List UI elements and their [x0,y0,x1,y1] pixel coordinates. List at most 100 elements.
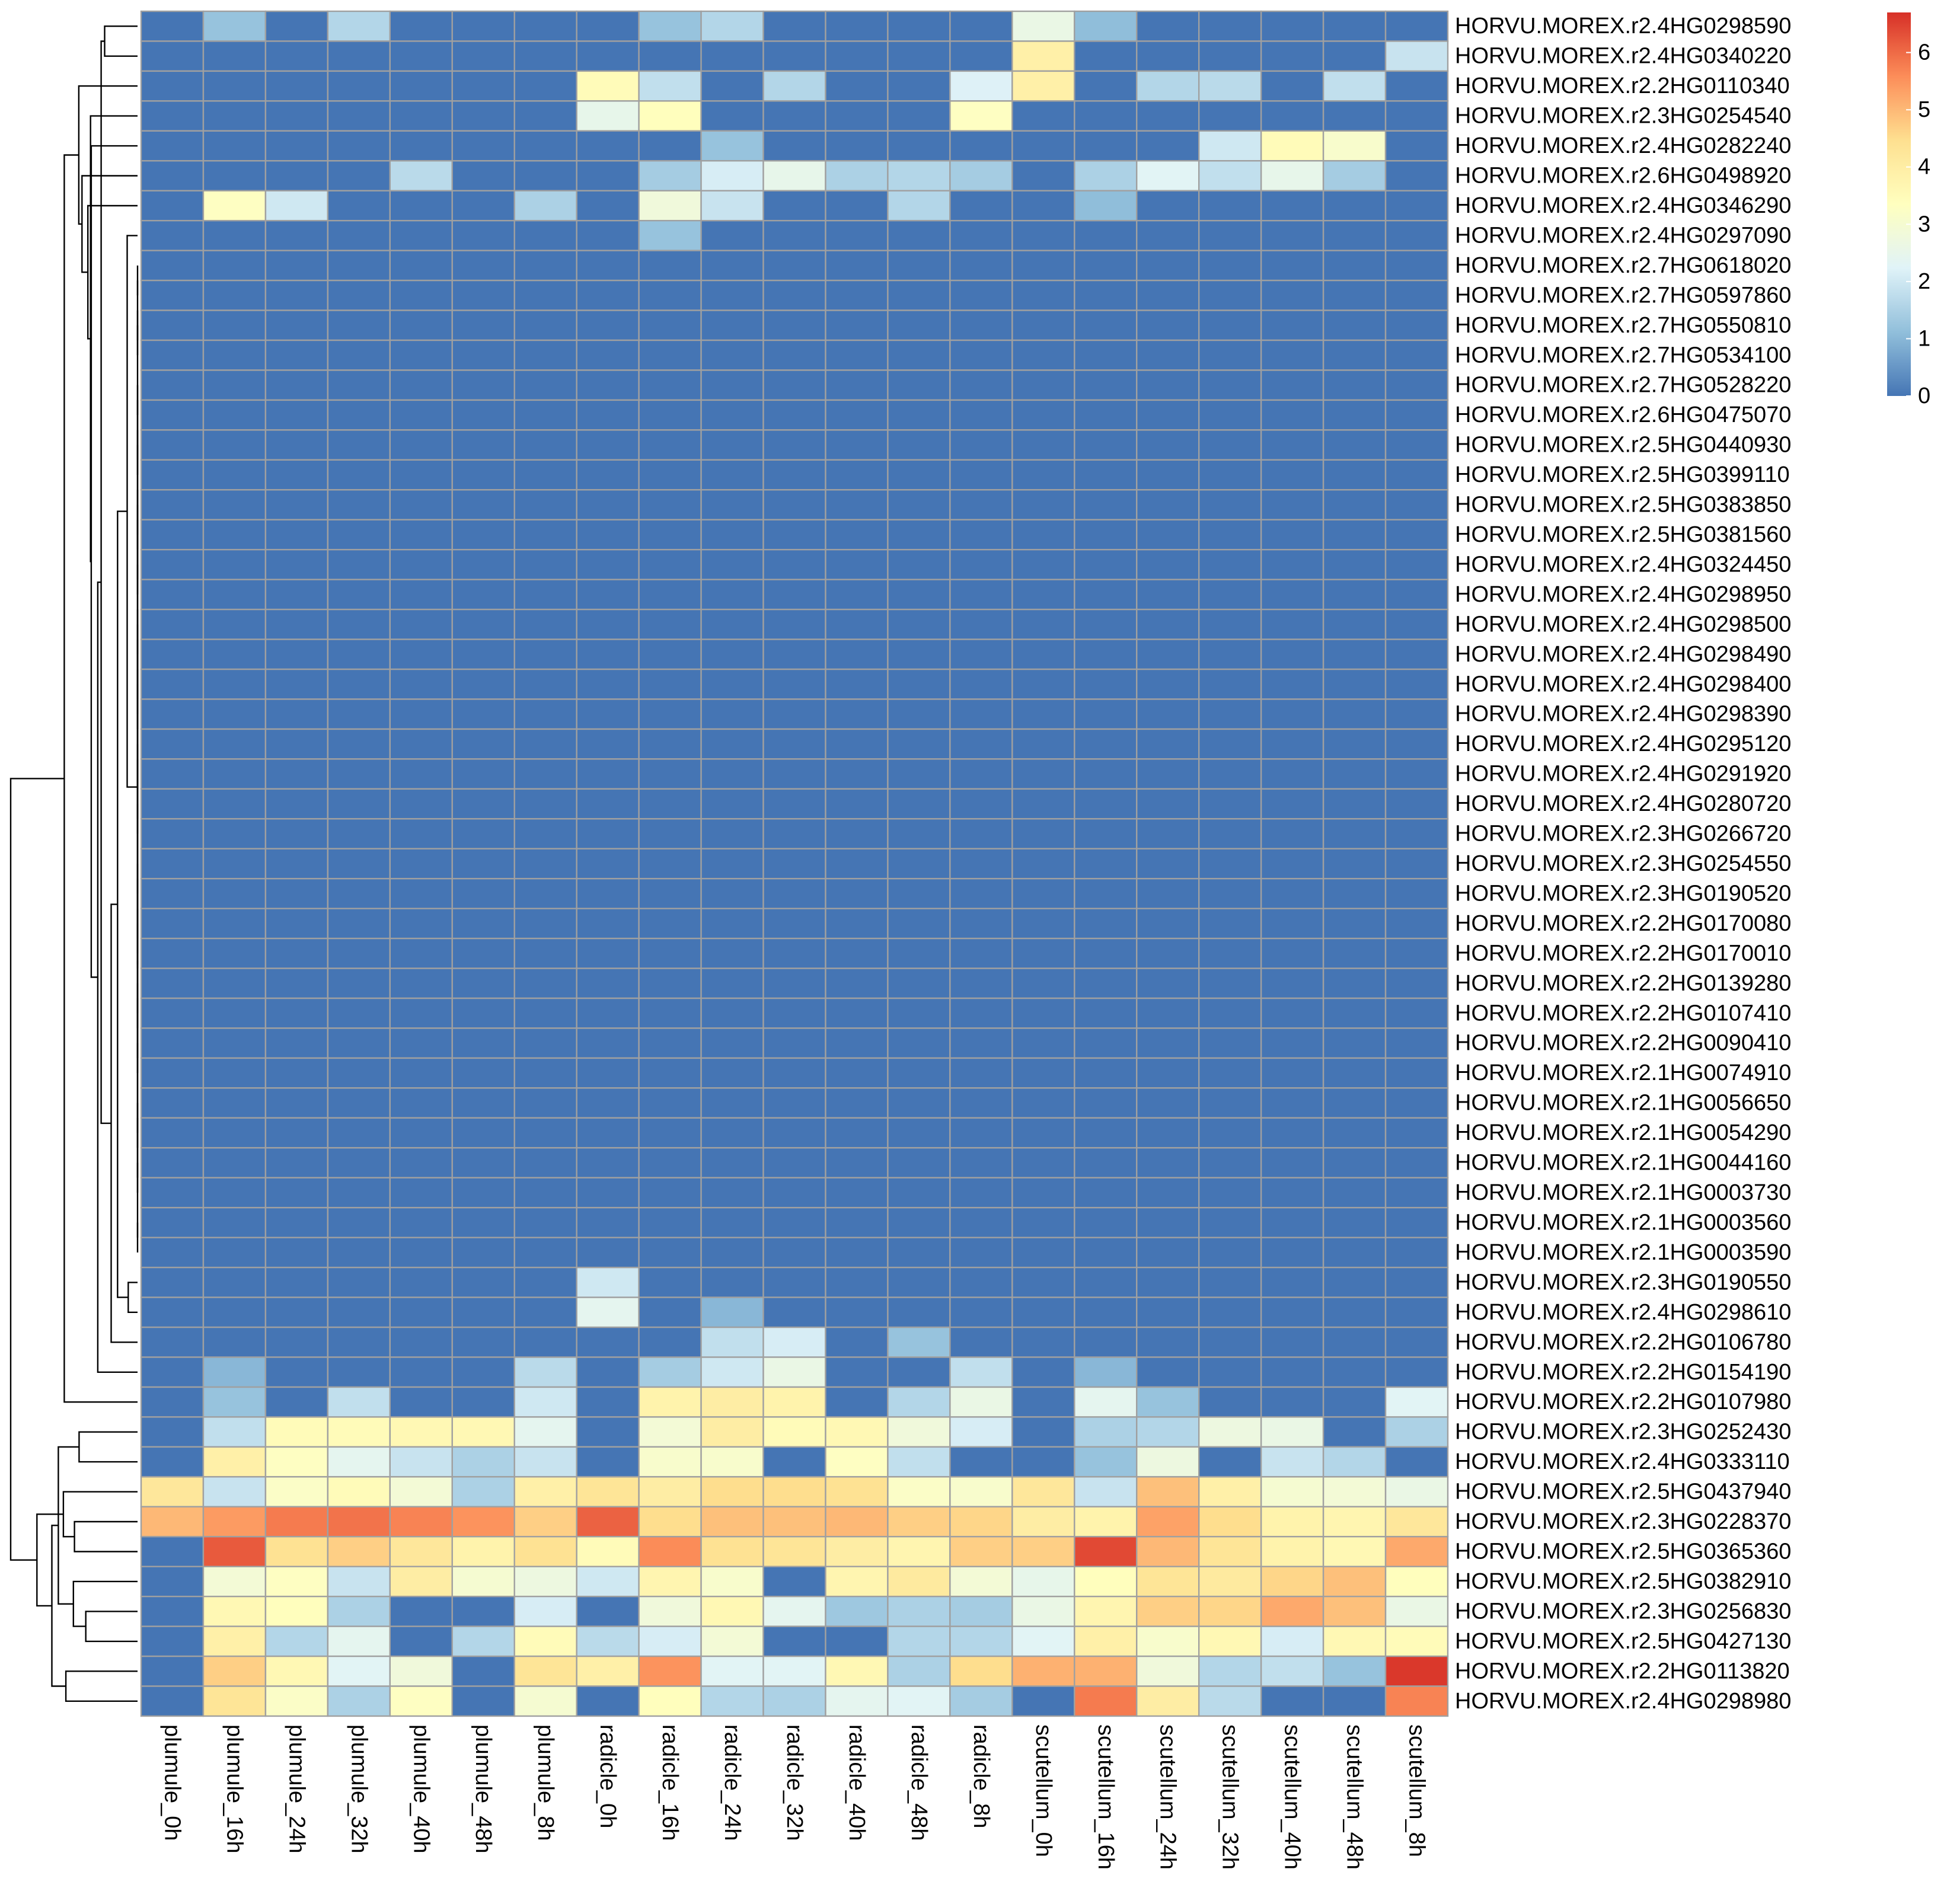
heatmap-cell-horvu-morex-r2-4hg0280720-radicle-16h [638,788,702,820]
heatmap-cell-horvu-morex-r2-4hg0280720-plumule-0h [140,788,205,820]
heatmap-cell-horvu-morex-r2-4hg0333110-scutellum-24h [1136,1446,1200,1478]
heatmap-cell-horvu-morex-r2-1hg0074910-radicle-16h [638,1057,702,1089]
legend-tick-label-4: 4 [1918,155,1930,180]
heatmap-cell-horvu-morex-r2-2hg0139280-plumule-24h [264,967,329,999]
heatmap-cell-horvu-morex-r2-5hg0381560-scutellum-8h [1384,519,1449,551]
heatmap-cell-horvu-morex-r2-2hg0170010-scutellum-0h [1011,937,1075,969]
heatmap-cell-horvu-morex-r2-5hg0382910-radicle-32h [762,1566,826,1598]
heatmap-cell-horvu-morex-r2-4hg0340220-plumule-24h [264,40,329,72]
heatmap-cell-horvu-morex-r2-2hg0113820-radicle-32h [762,1655,826,1687]
heatmap-cell-horvu-morex-r2-4hg0298500-plumule-40h [389,608,453,640]
heatmap-cell-horvu-morex-r2-7hg0618020-scutellum-8h [1384,250,1449,282]
heatmap-cell-horvu-morex-r2-4hg0298400-radicle-24h [700,668,764,700]
heatmap-cell-horvu-morex-r2-2hg0139280-plumule-48h [451,967,515,999]
heatmap-cell-horvu-morex-r2-4hg0298400-radicle-8h [949,668,1013,700]
heatmap-cell-horvu-morex-r2-4hg0298610-plumule-32h [327,1296,391,1328]
row-label-horvu-morex-r2-4hg0333110: HORVU.MOREX.r2.4HG0333110 [1455,1449,1790,1474]
heatmap-cell-horvu-morex-r2-3hg0266720-plumule-48h [451,818,515,849]
heatmap-cell-horvu-morex-r2-4hg0291920-scutellum-8h [1384,758,1449,790]
heatmap-cell-horvu-morex-r2-2hg0107980-radicle-16h [638,1386,702,1418]
heatmap-cell-horvu-morex-r2-1hg0074910-plumule-8h [513,1057,577,1089]
heatmap-cell-horvu-morex-r2-7hg0550810-plumule-40h [389,309,453,341]
row-label-horvu-morex-r2-7hg0528220: HORVU.MOREX.r2.7HG0528220 [1455,373,1791,398]
heatmap-cell-horvu-morex-r2-2hg0113820-scutellum-0h [1011,1655,1075,1687]
column-label-scutellum-0h: scutellum_0h [1031,1724,1056,1857]
heatmap-cell-horvu-morex-r2-3hg0190550-plumule-24h [264,1266,329,1298]
heatmap-cell-horvu-morex-r2-4hg0291920-scutellum-32h [1198,758,1262,790]
heatmap-cell-horvu-morex-r2-5hg0382910-scutellum-32h [1198,1566,1262,1598]
heatmap-cell-horvu-morex-r2-7hg0528220-scutellum-48h [1322,369,1387,401]
heatmap-cell-horvu-morex-r2-1hg0044160-scutellum-8h [1384,1147,1449,1178]
heatmap-cell-horvu-morex-r2-5hg0399110-plumule-32h [327,459,391,491]
heatmap-cell-horvu-morex-r2-2hg0110340-scutellum-48h [1322,70,1387,102]
heatmap-cell-horvu-morex-r2-3hg0256830-scutellum-24h [1136,1595,1200,1627]
heatmap-cell-horvu-morex-r2-5hg0399110-scutellum-24h [1136,459,1200,491]
column-label-radicle-32h: radicle_32h [782,1724,807,1841]
row-label-horvu-morex-r2-4hg0298500: HORVU.MOREX.r2.4HG0298500 [1455,612,1791,637]
heatmap-cell-horvu-morex-r2-3hg0190520-radicle-24h [700,878,764,909]
heatmap-cell-horvu-morex-r2-4hg0346290-plumule-16h [202,190,267,222]
heatmap-cell-horvu-morex-r2-4hg0340220-radicle-16h [638,40,702,72]
heatmap-cell-horvu-morex-r2-2hg0170010-scutellum-40h [1260,937,1324,969]
heatmap-cell-horvu-morex-r2-4hg0324450-scutellum-16h [1074,549,1138,580]
heatmap-cells [140,10,1449,1717]
row-label-horvu-morex-r2-3hg0190520: HORVU.MOREX.r2.3HG0190520 [1455,881,1791,906]
heatmap-cell-horvu-morex-r2-5hg0381560-radicle-8h [949,519,1013,551]
heatmap-cell-horvu-morex-r2-6hg0475070-scutellum-32h [1198,399,1262,431]
heatmap-cell-horvu-morex-r2-1hg0044160-plumule-48h [451,1147,515,1178]
heatmap-cell-horvu-morex-r2-3hg0266720-radicle-8h [949,818,1013,849]
heatmap-cell-horvu-morex-r2-5hg0440930-scutellum-24h [1136,429,1200,461]
heatmap-cell-horvu-morex-r2-2hg0107410-plumule-24h [264,997,329,1029]
heatmap-cell-horvu-morex-r2-5hg0381560-plumule-8h [513,519,577,551]
column-label-radicle-16h: radicle_16h [657,1724,682,1841]
heatmap-cell-horvu-morex-r2-7hg0534100-plumule-8h [513,339,577,371]
heatmap-cell-horvu-morex-r2-7hg0534100-radicle-40h [825,339,889,371]
heatmap-cell-horvu-morex-r2-4hg0346290-scutellum-16h [1074,190,1138,222]
heatmap-cell-horvu-morex-r2-2hg0113820-plumule-0h [140,1655,205,1687]
heatmap-cell-horvu-morex-r2-2hg0110340-plumule-24h [264,70,329,102]
heatmap-cell-horvu-morex-r2-7hg0597860-plumule-24h [264,279,329,311]
heatmap-cell-horvu-morex-r2-4hg0324450-scutellum-32h [1198,549,1262,580]
heatmap-cell-horvu-morex-r2-1hg0003590-plumule-24h [264,1237,329,1269]
heatmap-cell-horvu-morex-r2-3hg0252430-plumule-24h [264,1416,329,1448]
heatmap-cell-horvu-morex-r2-2hg0139280-plumule-0h [140,967,205,999]
heatmap-cell-horvu-morex-r2-6hg0475070-scutellum-8h [1384,399,1449,431]
heatmap-cell-horvu-morex-r2-2hg0113820-plumule-40h [389,1655,453,1687]
heatmap-cell-horvu-morex-r2-1hg0003730-radicle-0h [576,1177,640,1209]
heatmap-cell-horvu-morex-r2-1hg0003730-scutellum-40h [1260,1177,1324,1209]
heatmap-cell-horvu-morex-r2-2hg0110340-radicle-32h [762,70,826,102]
heatmap-cell-horvu-morex-r2-4hg0298390-scutellum-32h [1198,698,1262,730]
heatmap-cell-horvu-morex-r2-4hg0297090-plumule-16h [202,219,267,251]
heatmap-cell-horvu-morex-r2-4hg0298500-plumule-48h [451,608,515,640]
heatmap-cell-horvu-morex-r2-4hg0298590-scutellum-16h [1074,10,1138,42]
heatmap-cell-horvu-morex-r2-4hg0280720-plumule-40h [389,788,453,820]
heatmap-cell-horvu-morex-r2-3hg0256830-radicle-32h [762,1595,826,1627]
heatmap-cell-horvu-morex-r2-7hg0528220-scutellum-24h [1136,369,1200,401]
heatmap-cell-horvu-morex-r2-4hg0298980-plumule-24h [264,1685,329,1717]
heatmap-cell-horvu-morex-r2-5hg0440930-scutellum-16h [1074,429,1138,461]
heatmap-cell-horvu-morex-r2-4hg0297090-plumule-48h [451,219,515,251]
column-label-plumule-8h: plumule_8h [533,1724,558,1841]
row-label-horvu-morex-r2-5hg0399110: HORVU.MOREX.r2.5HG0399110 [1455,462,1790,487]
heatmap-cell-horvu-morex-r2-3hg0228370-radicle-32h [762,1506,826,1538]
heatmap-cell-horvu-morex-r2-4hg0280720-scutellum-48h [1322,788,1387,820]
heatmap-cell-horvu-morex-r2-4hg0291920-scutellum-48h [1322,758,1387,790]
heatmap-cell-horvu-morex-r2-2hg0090410-scutellum-32h [1198,1027,1262,1059]
heatmap-cell-horvu-morex-r2-3hg0266720-scutellum-48h [1322,818,1387,849]
heatmap-cell-horvu-morex-r2-3hg0190520-scutellum-48h [1322,878,1387,909]
heatmap-cell-horvu-morex-r2-2hg0106780-plumule-40h [389,1326,453,1358]
heatmap-cell-horvu-morex-r2-1hg0054290-radicle-8h [949,1117,1013,1149]
heatmap-cell-horvu-morex-r2-2hg0106780-plumule-16h [202,1326,267,1358]
heatmap-cell-horvu-morex-r2-7hg0534100-radicle-24h [700,339,764,371]
heatmap-cell-horvu-morex-r2-4hg0298610-scutellum-40h [1260,1296,1324,1328]
heatmap-cell-horvu-morex-r2-4hg0291920-radicle-8h [949,758,1013,790]
heatmap-cell-horvu-morex-r2-4hg0333110-plumule-8h [513,1446,577,1478]
heatmap-cell-horvu-morex-r2-5hg0427130-radicle-32h [762,1625,826,1657]
heatmap-cell-horvu-morex-r2-5hg0365360-plumule-8h [513,1536,577,1567]
heatmap-cell-horvu-morex-r2-4hg0280720-radicle-0h [576,788,640,820]
heatmap-cell-horvu-morex-r2-1hg0056650-scutellum-24h [1136,1087,1200,1119]
heatmap-cell-horvu-morex-r2-3hg0254550-radicle-8h [949,848,1013,880]
heatmap-cell-horvu-morex-r2-6hg0475070-radicle-40h [825,399,889,431]
heatmap-cell-horvu-morex-r2-3hg0252430-scutellum-16h [1074,1416,1138,1448]
column-label-radicle-8h: radicle_8h [969,1724,994,1828]
